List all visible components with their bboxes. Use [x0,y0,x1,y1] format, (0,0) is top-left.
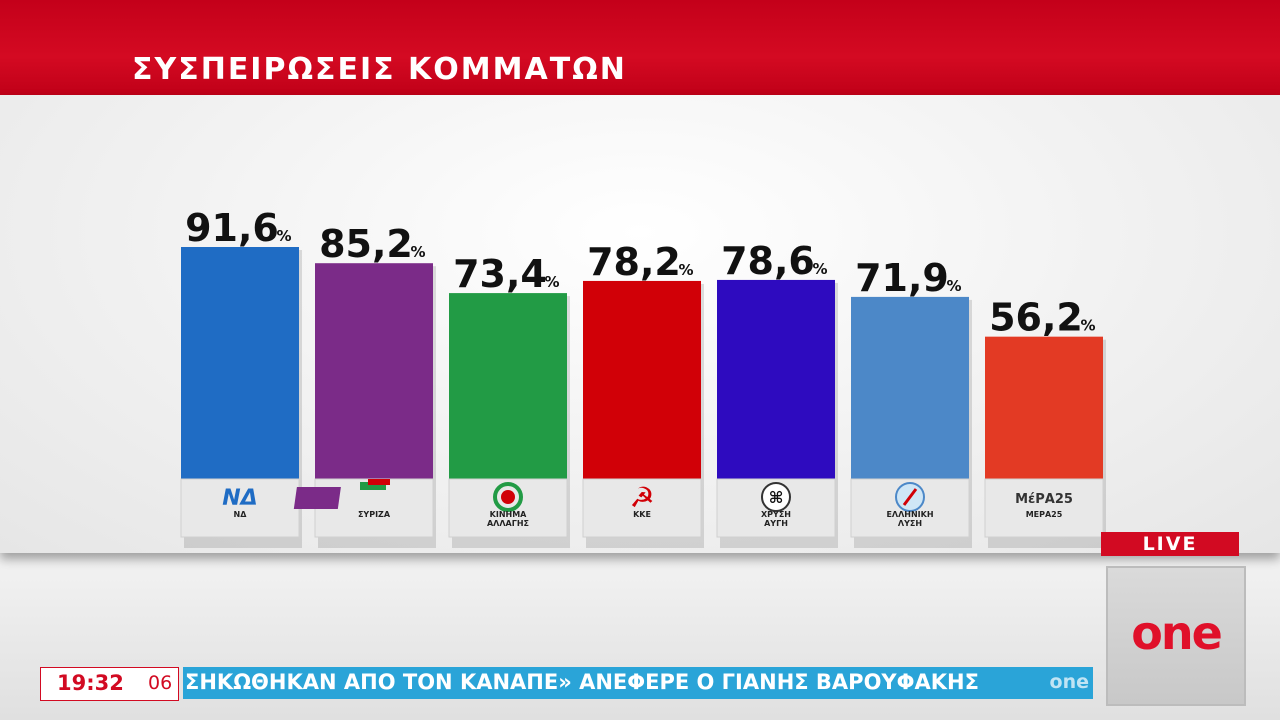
party-logo-icon: ⌘ [761,482,791,512]
category-label: ΜΕΡΑ25 [1026,510,1063,519]
category-label: ΑΛΛΑΓΗΣ [487,519,529,528]
clock: 19:32 06 [40,667,179,701]
ring-center [501,490,515,504]
flag-stripe [360,482,386,490]
compass-needle [902,488,918,506]
value-label: 73,4 [453,252,547,296]
page-title: ΣΥΣΠΕΙΡΩΣΕΙΣ ΚΟΜΜΑΤΩΝ [132,52,627,87]
clock-time: 19:32 [57,671,124,695]
value-label: 71,9 [855,256,949,300]
bar-group: ΜέΡΑ25 ΜΕΡΑ25 56,2% [984,296,1106,548]
category-label: ΕΛΛΗΝΙΚΗ [886,510,933,519]
news-ticker: ΣΗΚΩΘΗΚΑΝ ΑΠΟ ΤΟΝ ΚΑΝΑΠΕ» ΑΝΕΦΕΡΕ Ο ΓΙΑΝ… [183,667,1093,699]
live-badge: LIVE [1101,532,1239,556]
channel-logo-text: one [1131,606,1223,660]
category-label: ΛΥΣΗ [898,519,922,528]
flag-stripe [368,479,390,485]
ticker-logo: one [1049,671,1089,693]
bar [449,293,567,479]
channel-logo: one [1106,566,1246,706]
hammer-sickle-icon: ☭ [629,481,654,514]
category-label: ΧΡΥΣΗ [761,510,791,519]
emblem [761,482,791,512]
value-unit: % [678,261,693,279]
nd-logo-text: ΝΔ [222,486,257,511]
label-plate [180,478,300,538]
bar [717,279,835,479]
value-label: 78,2 [587,240,681,284]
value-unit: % [276,227,291,245]
bar-group: ☭ΚΚΕ 78,2% [582,240,704,548]
label-plate [582,478,702,538]
value-unit: % [544,273,559,291]
ticker-text: ΣΗΚΩΘΗΚΑΝ ΑΠΟ ΤΟΝ ΚΑΝΑΠΕ» ΑΝΕΦΕΡΕ Ο ΓΙΑΝ… [185,670,979,694]
category-label: ΚΚΕ [633,510,651,519]
label-plate [984,478,1104,538]
chart-panel: ΝΔ ΝΔ 91,6% ΣΥΡΙΖΑ 85,2% ΚΙΝΗΜΑ ΑΛΛΑΓΗΣ 73,4% ☭ Κ… [0,95,1280,553]
clock-seconds: 06 [148,672,173,694]
meander-icon: ⌘ [769,488,784,507]
party-logo-icon [895,482,925,512]
category-label: ΚΙΝΗΜΑ [490,510,528,519]
bar [583,280,701,479]
party-logo-icon: ☭ [629,481,654,514]
flag-shape [293,487,341,509]
bar-group: ΣΥΡΙΖΑ 85,2% [293,222,436,548]
bar [985,336,1103,479]
category-label: ΑΥΓΗ [764,519,788,528]
party-logo-icon [493,482,523,512]
value-label: 91,6 [185,206,279,250]
ring [493,482,523,512]
value-unit: % [946,277,961,295]
value-label: 56,2 [989,296,1083,340]
party-logo-icon [293,479,390,509]
category-label: ΣΥΡΙΖΑ [358,510,391,519]
value-unit: % [812,260,827,278]
value-unit: % [410,243,425,261]
value-unit: % [1080,317,1095,335]
category-label: ΝΔ [234,510,248,519]
party-logo-icon: ΜέΡΑ25 [1015,492,1073,507]
header-bar: ΣΥΣΠΕΙΡΩΣΕΙΣ ΚΟΜΜΑΤΩΝ [0,0,1280,95]
bar [315,263,433,479]
party-logo-icon: ΝΔ [222,486,257,511]
value-label: 85,2 [319,222,413,266]
value-label: 78,6 [721,239,815,283]
bar [851,296,969,479]
bar-chart: ΝΔΝΔ91,6%ΣΥΡΙΖΑ85,2%ΚΙΝΗΜΑΑΛΛΑΓΗΣ73,4%☭Κ… [180,206,1106,548]
mera25-logo-text: ΜέΡΑ25 [1015,492,1073,507]
bar [181,247,299,479]
